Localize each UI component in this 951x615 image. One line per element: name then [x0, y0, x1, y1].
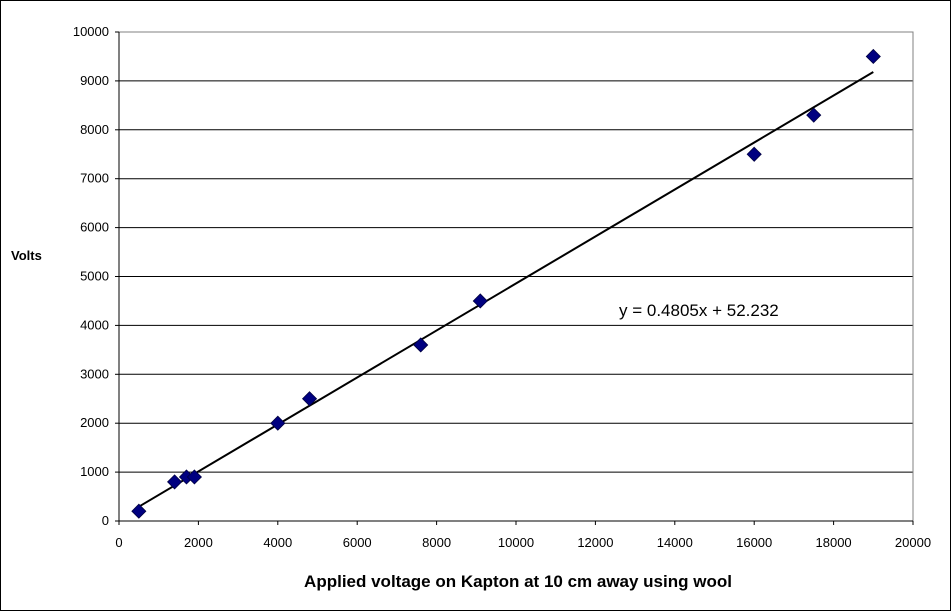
data-point [472, 293, 488, 309]
data-point [270, 415, 286, 431]
x-tick-label: 12000 [577, 535, 613, 550]
y-tick-label: 10000 [73, 24, 109, 39]
x-axis-title: Applied voltage on Kapton at 10 cm away … [304, 572, 732, 591]
y-tick-label: 0 [102, 513, 109, 528]
y-tick-label: 5000 [80, 269, 109, 284]
data-point [301, 391, 318, 407]
x-tick-label: 14000 [657, 535, 693, 550]
x-tick-label: 6000 [343, 535, 372, 550]
data-point [865, 48, 881, 65]
y-tick-label: 2000 [80, 415, 109, 430]
x-tick-label: 8000 [422, 535, 451, 550]
x-tick-label: 4000 [263, 535, 292, 550]
trendline-equation: y = 0.4805x + 52.232 [619, 301, 779, 320]
gridlines [119, 31, 913, 473]
data-point [413, 337, 429, 353]
x-tick-label: 20000 [895, 535, 931, 550]
axis-ticks: 0 1000 2000 3000 4000 5000 6000 7000 8000 9000 100… [73, 24, 931, 550]
x-tick-label: 18000 [816, 535, 852, 550]
y-axis-title: Volts [11, 248, 42, 263]
y-tick-label: 1000 [80, 464, 109, 479]
trendline-group [138, 71, 874, 508]
data-point [167, 474, 183, 490]
y-tick-label: 3000 [80, 366, 109, 381]
data-point [186, 469, 202, 485]
y-tick-label: 4000 [80, 317, 109, 332]
x-tick-label: 0 [115, 535, 122, 550]
x-tick-label: 16000 [736, 535, 772, 550]
x-tick-label: 10000 [498, 535, 534, 550]
labels: Volts Applied voltage on Kapton at 10 cm… [11, 248, 779, 591]
data-point [806, 107, 822, 123]
data-point [131, 503, 147, 519]
y-tick-label: 6000 [80, 220, 109, 235]
y-tick-label: 9000 [80, 73, 109, 88]
y-tick-label: 8000 [80, 122, 109, 137]
trendline [138, 71, 874, 508]
data-points [131, 48, 881, 519]
x-tick-label: 2000 [184, 535, 213, 550]
y-tick-label: 7000 [80, 171, 109, 186]
data-point [746, 146, 762, 162]
